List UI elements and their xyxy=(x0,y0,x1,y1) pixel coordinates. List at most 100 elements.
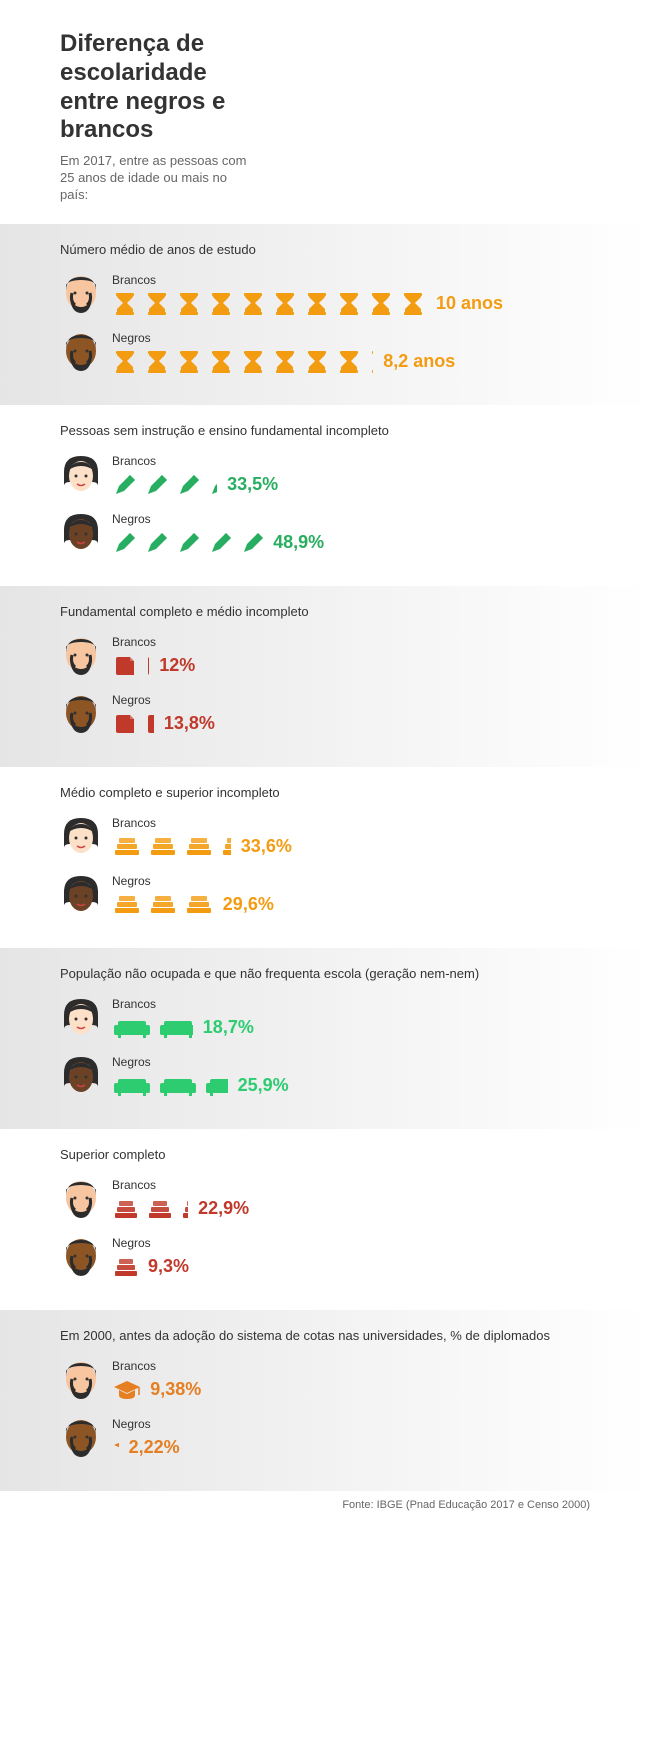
couch-icon-partial xyxy=(158,1015,193,1041)
row-content: Negros2,22% xyxy=(112,1417,180,1461)
icons-line: 8,2 anos xyxy=(112,349,455,375)
row-label: Brancos xyxy=(112,273,503,287)
row-content: Negros48,9% xyxy=(112,512,324,556)
male-face-icon xyxy=(60,691,102,739)
row-content: Brancos 9,38% xyxy=(112,1359,201,1403)
books-icon xyxy=(112,892,142,918)
sections-container: Número médio de anos de estudo Brancos 10… xyxy=(0,224,650,1491)
data-row: Negros 29,6% xyxy=(60,872,590,920)
data-row: Negros9,3% xyxy=(60,1234,590,1282)
data-row: Negros 8,2 anos xyxy=(60,329,590,377)
data-row: Brancos12% xyxy=(60,633,590,681)
icons-line: 9,38% xyxy=(112,1377,201,1403)
pencil-icon xyxy=(176,472,202,498)
row-label: Negros xyxy=(112,693,215,707)
pencil-icon xyxy=(112,472,138,498)
couch-icon xyxy=(112,1073,152,1099)
gradcap-icon-partial xyxy=(112,1435,119,1461)
male-face-icon xyxy=(60,1415,102,1463)
hourglass-icon xyxy=(272,349,298,375)
section: Superior completo Brancos22,9% Negros9,3… xyxy=(0,1129,650,1310)
row-value: 48,9% xyxy=(273,532,324,553)
section-title: Médio completo e superior incompleto xyxy=(60,785,590,800)
icons-line: 48,9% xyxy=(112,530,324,556)
data-row: Negros 13,8% xyxy=(60,691,590,739)
row-label: Brancos xyxy=(112,454,278,468)
icons-line: 33,5% xyxy=(112,472,278,498)
data-row: Brancos 18,7% xyxy=(60,995,590,1043)
data-row: Brancos 9,38% xyxy=(60,1357,590,1405)
page-subtitle: Em 2017, entre as pessoas com 25 anos de… xyxy=(60,153,250,204)
gradcap-icon-partial xyxy=(112,1377,140,1403)
row-content: Negros9,3% xyxy=(112,1236,189,1280)
data-row: Negros 25,9% xyxy=(60,1053,590,1101)
section-title: Em 2000, antes da adoção do sistema de c… xyxy=(60,1328,590,1343)
hourglass-icon-partial xyxy=(368,349,373,375)
data-row: Brancos33,6% xyxy=(60,814,590,862)
pencil-icon xyxy=(144,530,170,556)
hourglass-icon xyxy=(304,291,330,317)
section: Número médio de anos de estudo Brancos 10… xyxy=(0,224,650,405)
row-value: 22,9% xyxy=(198,1198,249,1219)
row-content: Brancos 10 anos xyxy=(112,273,503,317)
row-value: 25,9% xyxy=(238,1075,289,1096)
male-face-icon xyxy=(60,1176,102,1224)
section-title: Fundamental completo e médio incompleto xyxy=(60,604,590,619)
section-title: Número médio de anos de estudo xyxy=(60,242,590,257)
row-value: 33,5% xyxy=(227,474,278,495)
icons-line: 18,7% xyxy=(112,1015,254,1041)
books-icon xyxy=(148,892,178,918)
row-value: 18,7% xyxy=(203,1017,254,1038)
couch-icon xyxy=(112,1015,152,1041)
icons-line: 10 anos xyxy=(112,291,503,317)
section: População não ocupada e que não frequent… xyxy=(0,948,650,1129)
hourglass-icon xyxy=(304,349,330,375)
books-icon-partial xyxy=(220,834,231,860)
row-content: Negros 29,6% xyxy=(112,874,274,918)
book-icon-partial xyxy=(144,711,154,737)
pencil-icon xyxy=(112,530,138,556)
row-value: 29,6% xyxy=(223,894,274,915)
books-icon-partial xyxy=(184,892,213,918)
pencil-icon xyxy=(208,530,234,556)
hourglass-icon xyxy=(208,291,234,317)
icons-line: 29,6% xyxy=(112,892,274,918)
icons-line: 9,3% xyxy=(112,1254,189,1280)
header: Diferença de escolaridade entre negros e… xyxy=(0,0,650,224)
icons-line: 12% xyxy=(112,653,195,679)
book-icon xyxy=(112,653,138,679)
data-row: Brancos 33,5% xyxy=(60,452,590,500)
pencil-icon-partial xyxy=(240,530,263,556)
row-label: Negros xyxy=(112,874,274,888)
male-face-icon xyxy=(60,329,102,377)
icons-line: 13,8% xyxy=(112,711,215,737)
row-value: 13,8% xyxy=(164,713,215,734)
hourglass-icon xyxy=(400,291,426,317)
row-value: 12% xyxy=(159,655,195,676)
row-label: Brancos xyxy=(112,997,254,1011)
data-row: Brancos 10 anos xyxy=(60,271,590,319)
hourglass-icon xyxy=(112,349,138,375)
row-content: Negros 8,2 anos xyxy=(112,331,455,375)
section: Fundamental completo e médio incompleto … xyxy=(0,586,650,767)
footer-source: Fonte: IBGE (Pnad Educação 2017 e Censo … xyxy=(0,1491,650,1541)
hourglass-icon xyxy=(112,291,138,317)
male-face-icon xyxy=(60,271,102,319)
section: Médio completo e superior incompleto Bra… xyxy=(0,767,650,948)
hourglass-icon xyxy=(208,349,234,375)
page-title: Diferença de escolaridade entre negros e… xyxy=(60,30,260,145)
female-face-icon xyxy=(60,510,102,558)
row-label: Negros xyxy=(112,1055,289,1069)
couch-icon xyxy=(158,1073,198,1099)
hourglass-icon xyxy=(176,349,202,375)
hourglass-icon xyxy=(368,291,394,317)
row-value: 9,38% xyxy=(150,1379,201,1400)
icons-line: 25,9% xyxy=(112,1073,289,1099)
row-label: Negros xyxy=(112,331,455,345)
row-value: 10 anos xyxy=(436,293,503,314)
data-row: Brancos22,9% xyxy=(60,1176,590,1224)
row-content: Brancos 33,5% xyxy=(112,454,278,498)
female-face-icon xyxy=(60,814,102,862)
hourglass-icon xyxy=(240,291,266,317)
row-label: Brancos xyxy=(112,1359,201,1373)
